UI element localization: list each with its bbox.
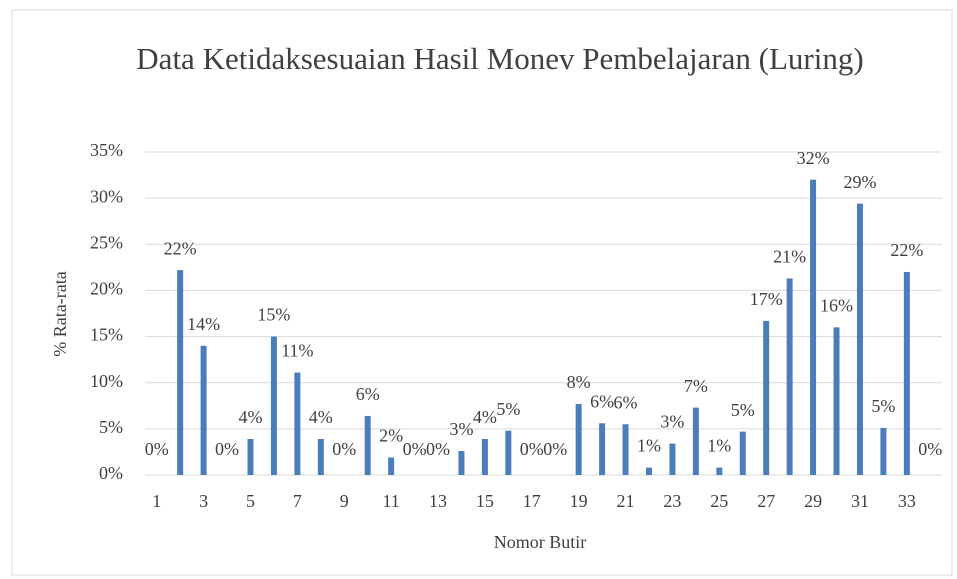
bar: [645, 467, 652, 475]
bar: [177, 270, 184, 475]
bar: [716, 467, 723, 475]
data-label: 3%: [449, 419, 473, 439]
data-label: 22%: [890, 240, 923, 260]
data-label: 3%: [660, 412, 684, 432]
x-tick-label: 33: [898, 491, 916, 511]
data-label: 15%: [257, 305, 290, 325]
x-tick-label: 19: [570, 491, 588, 511]
bar: [880, 427, 887, 475]
y-tick-label: 35%: [90, 140, 123, 160]
data-label: 32%: [797, 148, 830, 168]
data-label: 14%: [187, 314, 220, 334]
bar: [317, 439, 324, 475]
bar: [200, 345, 207, 475]
x-tick-label: 9: [340, 491, 349, 511]
data-label: 6%: [356, 384, 380, 404]
x-axis-label: Nomor Butir: [494, 532, 587, 552]
bar: [833, 327, 840, 475]
x-tick-label: 25: [710, 491, 728, 511]
data-label: 1%: [707, 436, 731, 456]
x-tick-label: 17: [523, 491, 541, 511]
bar: [270, 336, 277, 475]
bar: [505, 430, 512, 475]
data-label: 1%: [637, 436, 661, 456]
data-label: 0%: [543, 439, 567, 459]
data-label: 0%: [403, 439, 427, 459]
x-tick-label: 23: [663, 491, 681, 511]
data-label: 5%: [496, 399, 520, 419]
x-tick-label: 29: [804, 491, 822, 511]
data-label: 0%: [215, 439, 239, 459]
data-label: 4%: [473, 407, 497, 427]
x-tick-label: 31: [851, 491, 869, 511]
data-label: 4%: [238, 407, 262, 427]
x-tick-label: 21: [617, 491, 635, 511]
data-label: 22%: [164, 238, 197, 258]
bar: [786, 278, 793, 475]
data-label: 29%: [843, 172, 876, 192]
y-tick-label: 30%: [90, 186, 123, 206]
data-label: 7%: [684, 376, 708, 396]
data-label: 17%: [750, 289, 783, 309]
bar: [575, 403, 582, 475]
bar: [692, 407, 699, 475]
data-label: 0%: [918, 439, 942, 459]
bar: [364, 415, 371, 475]
y-tick-label: 25%: [90, 232, 123, 252]
y-tick-label: 20%: [90, 279, 123, 299]
x-tick-label: 5: [246, 491, 255, 511]
data-label: 8%: [567, 372, 591, 392]
data-label: 16%: [820, 295, 853, 315]
y-tick-label: 0%: [99, 463, 123, 483]
x-tick-label: 7: [293, 491, 302, 511]
data-label: 6%: [614, 392, 638, 412]
x-tick-label: 27: [757, 491, 775, 511]
data-label: 0%: [332, 439, 356, 459]
bar: [481, 439, 488, 475]
data-label: 21%: [773, 247, 806, 267]
bar: [903, 271, 910, 475]
bar: [599, 423, 606, 475]
bar: [810, 179, 817, 475]
bar: [388, 457, 395, 475]
data-label: 2%: [379, 426, 403, 446]
bar: [856, 203, 863, 475]
x-tick-label: 11: [382, 491, 399, 511]
bar: [669, 443, 676, 475]
data-label: 0%: [145, 439, 169, 459]
bar: [622, 424, 629, 475]
x-tick-label: 15: [476, 491, 494, 511]
y-tick-label: 15%: [90, 325, 123, 345]
x-tick-label: 13: [429, 491, 447, 511]
y-axis-label: % Rata-rata: [50, 271, 70, 356]
data-label: 11%: [281, 341, 313, 361]
bar: [763, 320, 770, 475]
data-label: 0%: [520, 439, 544, 459]
y-tick-label: 5%: [99, 417, 123, 437]
y-tick-label: 10%: [90, 371, 123, 391]
x-tick-label: 3: [199, 491, 208, 511]
data-label: 5%: [731, 400, 755, 420]
bar: [739, 431, 746, 475]
bar: [247, 439, 254, 475]
bar: [294, 372, 301, 475]
data-label: 0%: [426, 439, 450, 459]
data-label: 5%: [871, 396, 895, 416]
bar: [458, 451, 465, 475]
data-label: 6%: [590, 391, 614, 411]
data-label: 4%: [309, 407, 333, 427]
x-tick-label: 1: [152, 491, 161, 511]
chart-title: Data Ketidaksesuaian Hasil Monev Pembela…: [136, 41, 864, 76]
chart-border: [11, 9, 953, 576]
